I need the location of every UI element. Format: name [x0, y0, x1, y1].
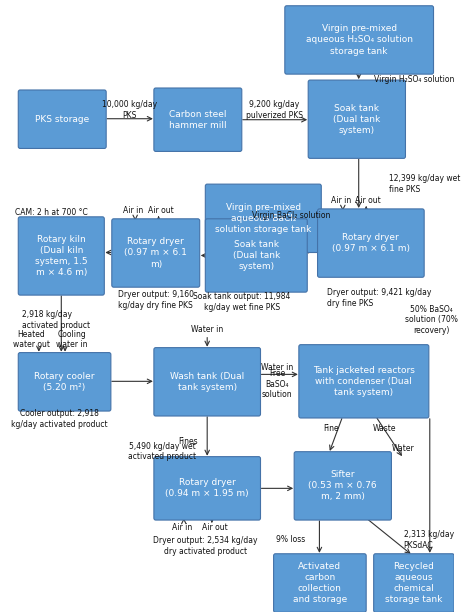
Text: Recycled
aqueous
chemical
storage tank: Recycled aqueous chemical storage tank: [385, 562, 443, 604]
Text: PKS storage: PKS storage: [35, 115, 90, 124]
Text: Heated
water out: Heated water out: [13, 330, 50, 349]
Text: 5,490 kg/day wet
activated product: 5,490 kg/day wet activated product: [128, 442, 196, 461]
Text: Air in: Air in: [331, 196, 351, 205]
Text: Air out: Air out: [202, 523, 228, 533]
Text: Water in: Water in: [261, 363, 293, 372]
Text: Water: Water: [392, 444, 415, 453]
Text: 9,200 kg/day
pulverized PKS: 9,200 kg/day pulverized PKS: [246, 100, 303, 119]
Text: Tank jacketed reactors
with condenser (Dual
tank system): Tank jacketed reactors with condenser (D…: [313, 366, 415, 397]
Text: Carbon steel
hammer mill: Carbon steel hammer mill: [169, 109, 227, 130]
Text: Activated
carbon
collection
and storage: Activated carbon collection and storage: [293, 562, 347, 604]
FancyBboxPatch shape: [112, 219, 200, 287]
FancyBboxPatch shape: [154, 88, 242, 151]
Text: Fine: Fine: [323, 424, 338, 434]
FancyBboxPatch shape: [18, 217, 104, 295]
Text: Dryer output: 9,160
kg/day dry fine PKS: Dryer output: 9,160 kg/day dry fine PKS: [118, 290, 194, 310]
Text: 9% loss: 9% loss: [276, 536, 305, 544]
Text: Water in: Water in: [191, 325, 223, 335]
FancyBboxPatch shape: [18, 90, 106, 148]
Text: Soak tank output: 11,984
kg/day wet fine PKS: Soak tank output: 11,984 kg/day wet fine…: [193, 292, 291, 312]
Text: Soak tank
(Dual tank
system): Soak tank (Dual tank system): [333, 103, 381, 135]
Text: 12,399 kg/day wet
fine PKS: 12,399 kg/day wet fine PKS: [389, 175, 460, 194]
FancyBboxPatch shape: [154, 347, 261, 416]
FancyBboxPatch shape: [294, 451, 392, 520]
Text: Rotary dryer
(0.97 m × 6.1
m): Rotary dryer (0.97 m × 6.1 m): [124, 237, 187, 269]
FancyBboxPatch shape: [299, 344, 429, 418]
Text: Cooler output: 2,918
kg/day activated product: Cooler output: 2,918 kg/day activated pr…: [11, 410, 108, 429]
Text: Sifter
(0.53 m × 0.76
m, 2 mm): Sifter (0.53 m × 0.76 m, 2 mm): [309, 470, 377, 501]
Text: Rotary cooler
(5.20 m²): Rotary cooler (5.20 m²): [34, 372, 95, 392]
Text: Fines: Fines: [178, 437, 198, 446]
Text: Rotary dryer
(0.94 m × 1.95 m): Rotary dryer (0.94 m × 1.95 m): [165, 478, 249, 498]
Text: Rotary dryer
(0.97 m × 6.1 m): Rotary dryer (0.97 m × 6.1 m): [332, 233, 410, 253]
Text: Virgin pre-mixed
aqueous BaCl₂
solution storage tank: Virgin pre-mixed aqueous BaCl₂ solution …: [215, 203, 311, 234]
Text: Waste: Waste: [373, 424, 397, 434]
FancyBboxPatch shape: [18, 352, 111, 411]
Text: Virgin pre-mixed
aqueous H₂SO₄ solution
storage tank: Virgin pre-mixed aqueous H₂SO₄ solution …: [306, 25, 413, 55]
Text: Dryer output: 2,534 kg/day
dry activated product: Dryer output: 2,534 kg/day dry activated…: [153, 536, 257, 555]
Text: Air in: Air in: [172, 523, 192, 533]
Text: Virgin BaCl₂ solution: Virgin BaCl₂ solution: [252, 212, 330, 220]
Text: Soak tank
(Dual tank
system): Soak tank (Dual tank system): [233, 240, 280, 271]
Text: 10,000 kg/day
PKS: 10,000 kg/day PKS: [102, 100, 157, 119]
FancyBboxPatch shape: [154, 457, 261, 520]
Text: 2,313 kg/day
PKSdAC: 2,313 kg/day PKSdAC: [403, 530, 454, 550]
FancyBboxPatch shape: [318, 209, 424, 277]
FancyBboxPatch shape: [374, 554, 454, 612]
Text: Dryer output: 9,421 kg/day
dry fine PKS: Dryer output: 9,421 kg/day dry fine PKS: [327, 288, 431, 308]
Text: CAM: 2 h at 700 °C: CAM: 2 h at 700 °C: [16, 208, 88, 217]
Text: 50% BaSO₄
solution (70%
recovery): 50% BaSO₄ solution (70% recovery): [405, 305, 458, 335]
Text: Rotary kiln
(Dual kiln
system, 1.5
m × 4.6 m): Rotary kiln (Dual kiln system, 1.5 m × 4…: [35, 235, 88, 277]
FancyBboxPatch shape: [273, 554, 366, 612]
FancyBboxPatch shape: [308, 80, 405, 158]
Text: 2,918 kg/day
activated product: 2,918 kg/day activated product: [22, 310, 90, 330]
FancyBboxPatch shape: [205, 219, 307, 292]
Text: Air in: Air in: [123, 207, 144, 215]
Text: Free
BaSO₄
solution: Free BaSO₄ solution: [262, 370, 292, 399]
Text: Wash tank (Dual
tank system): Wash tank (Dual tank system): [170, 372, 244, 392]
FancyBboxPatch shape: [205, 184, 321, 253]
FancyBboxPatch shape: [285, 6, 434, 74]
Text: Virgin H₂SO₄ solution: Virgin H₂SO₄ solution: [374, 74, 454, 84]
Text: Cooling
water in: Cooling water in: [56, 330, 87, 349]
Text: Air out: Air out: [355, 196, 381, 205]
Text: Air out: Air out: [147, 207, 173, 215]
